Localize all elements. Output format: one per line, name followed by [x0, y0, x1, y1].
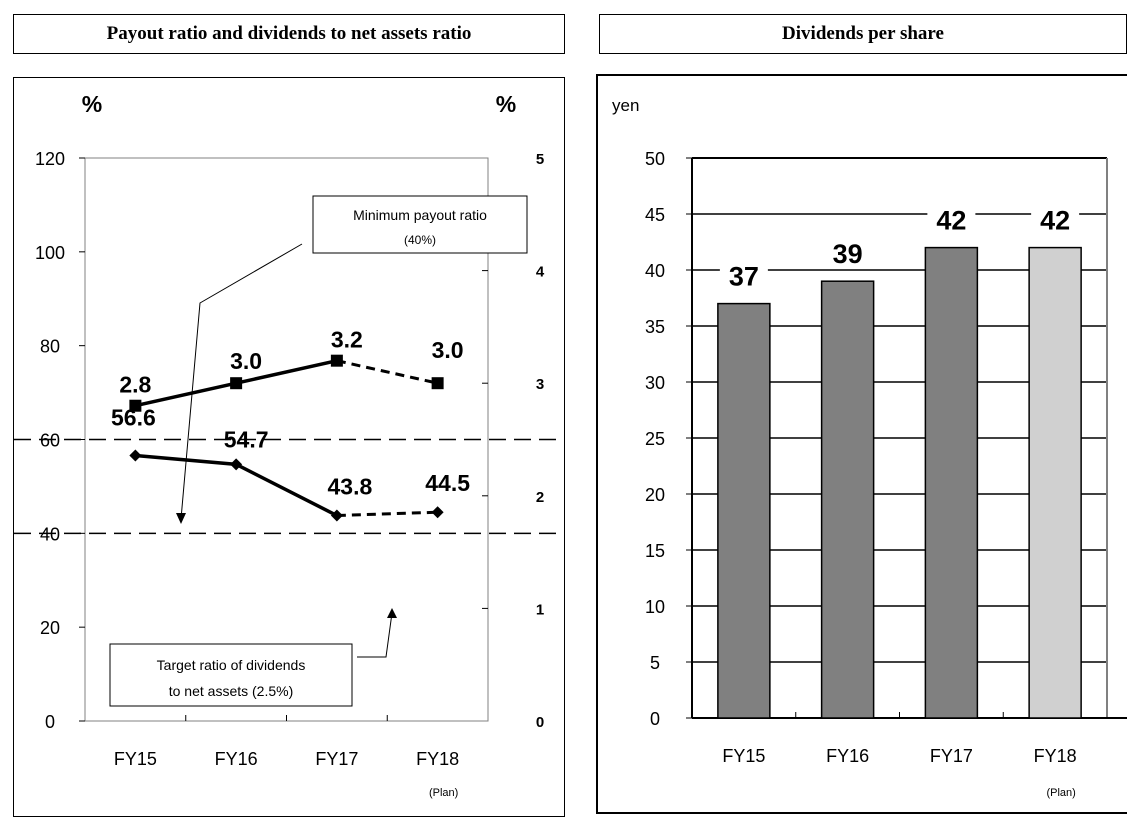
data-label: 3.0	[230, 348, 262, 374]
diamond-marker	[330, 509, 343, 522]
left-axis-tick-label: 100	[35, 243, 65, 263]
right-axis-tick-label: 3	[536, 376, 544, 393]
y-axis-tick-label: 0	[650, 709, 660, 729]
x-axis-tick-label: FY18	[416, 749, 459, 769]
x-axis-tick-label: FY15	[114, 749, 157, 769]
plan-note: (Plan)	[429, 787, 458, 799]
left-axis-tick-label: 20	[40, 618, 60, 638]
min-payout-annotation-box	[312, 195, 528, 254]
diamond-marker	[431, 506, 444, 519]
left-axis-tick-label: 0	[45, 712, 55, 732]
right-axis-tick-label: 1	[536, 601, 544, 618]
x-axis-tick-label: FY16	[215, 749, 258, 769]
right-axis-tick-label: 0	[536, 714, 544, 731]
data-label: 3.0	[432, 337, 464, 363]
data-label: 42	[1040, 206, 1070, 236]
diamond-marker	[230, 458, 243, 471]
data-label: 44.5	[425, 470, 470, 496]
target-ratio-annotation-line2: to net assets (2.5%)	[169, 683, 294, 699]
x-axis-tick-label: FY15	[722, 746, 765, 766]
y-axis-tick-label: 25	[645, 429, 665, 449]
min-payout-annotation-line1: Minimum payout ratio	[353, 207, 487, 223]
target-ratio-annotation-box	[109, 643, 353, 707]
data-label-backing	[1031, 201, 1080, 234]
data-label-backing	[719, 257, 768, 290]
data-label: 3.2	[331, 327, 363, 353]
data-label: 39	[833, 239, 863, 269]
x-axis-tick-label: FY18	[1034, 746, 1077, 766]
y-axis-tick-label: 50	[645, 149, 665, 169]
x-axis-tick-label: FY17	[315, 749, 358, 769]
dividends-bar-chart: yen 0 5 10 15 20 25 30 35 40 45 50 37 FY15 39 FY16 42 FY1…	[612, 96, 1127, 799]
y-axis-tick-label: 20	[645, 485, 665, 505]
y-axis-tick-label: 40	[645, 261, 665, 281]
square-marker	[330, 354, 343, 367]
target-ratio-arrowhead	[387, 608, 397, 618]
series-plan-line	[336, 510, 438, 518]
bar	[717, 302, 771, 719]
min-payout-arrowhead	[176, 513, 186, 524]
right-axis-tick-label: 5	[536, 151, 544, 168]
bar	[924, 246, 979, 719]
target-ratio-leader-line	[357, 612, 393, 658]
plan-note: (Plan)	[1046, 787, 1075, 799]
data-label: 43.8	[327, 474, 372, 500]
square-marker	[230, 377, 243, 390]
y-axis-tick-label: 45	[645, 205, 665, 225]
left-axis-tick-label: 40	[40, 524, 60, 544]
data-label-backing	[927, 201, 976, 234]
payout-line-chart: 0 20 40 60 80 100 120 0 1 2 3 4 5% % FY15 FY16 FY17 FY18 (…	[14, 91, 564, 799]
right-axis-unit: %	[496, 91, 516, 117]
y-axis-tick-label: 35	[645, 317, 665, 337]
diamond-marker	[129, 449, 142, 462]
left-axis-tick-label: 80	[40, 337, 60, 357]
min-payout-annotation-line2: (40%)	[404, 233, 436, 247]
data-label: 37	[729, 262, 759, 292]
x-axis-tick-label: FY17	[930, 746, 973, 766]
square-marker	[431, 377, 444, 390]
target-ratio-annotation-line1: Target ratio of dividends	[157, 657, 306, 673]
y-axis-tick-label: 5	[650, 653, 660, 673]
data-label: 42	[936, 206, 966, 236]
right-axis-tick-label: 4	[536, 264, 545, 281]
series-plan-line	[336, 359, 438, 385]
right-axis-tick-label: 2	[536, 489, 544, 506]
y-axis-label: yen	[612, 96, 639, 115]
left-axis-tick-label: 60	[40, 431, 60, 451]
min-payout-leader-line	[180, 243, 303, 520]
left-chart-title: Payout ratio and dividends to net assets…	[13, 14, 565, 54]
data-label: 2.8	[119, 372, 151, 398]
data-label-backing	[823, 235, 872, 268]
bar	[820, 280, 875, 719]
y-axis-tick-label: 30	[645, 373, 665, 393]
y-axis-tick-label: 10	[645, 597, 665, 617]
data-label: 54.7	[224, 426, 269, 452]
bar	[1028, 246, 1082, 719]
left-axis-tick-label: 120	[35, 149, 65, 169]
left-axis-unit: %	[82, 91, 102, 117]
square-marker	[129, 399, 142, 412]
x-axis-tick-label: FY16	[826, 746, 869, 766]
y-axis-tick-label: 15	[645, 541, 665, 561]
